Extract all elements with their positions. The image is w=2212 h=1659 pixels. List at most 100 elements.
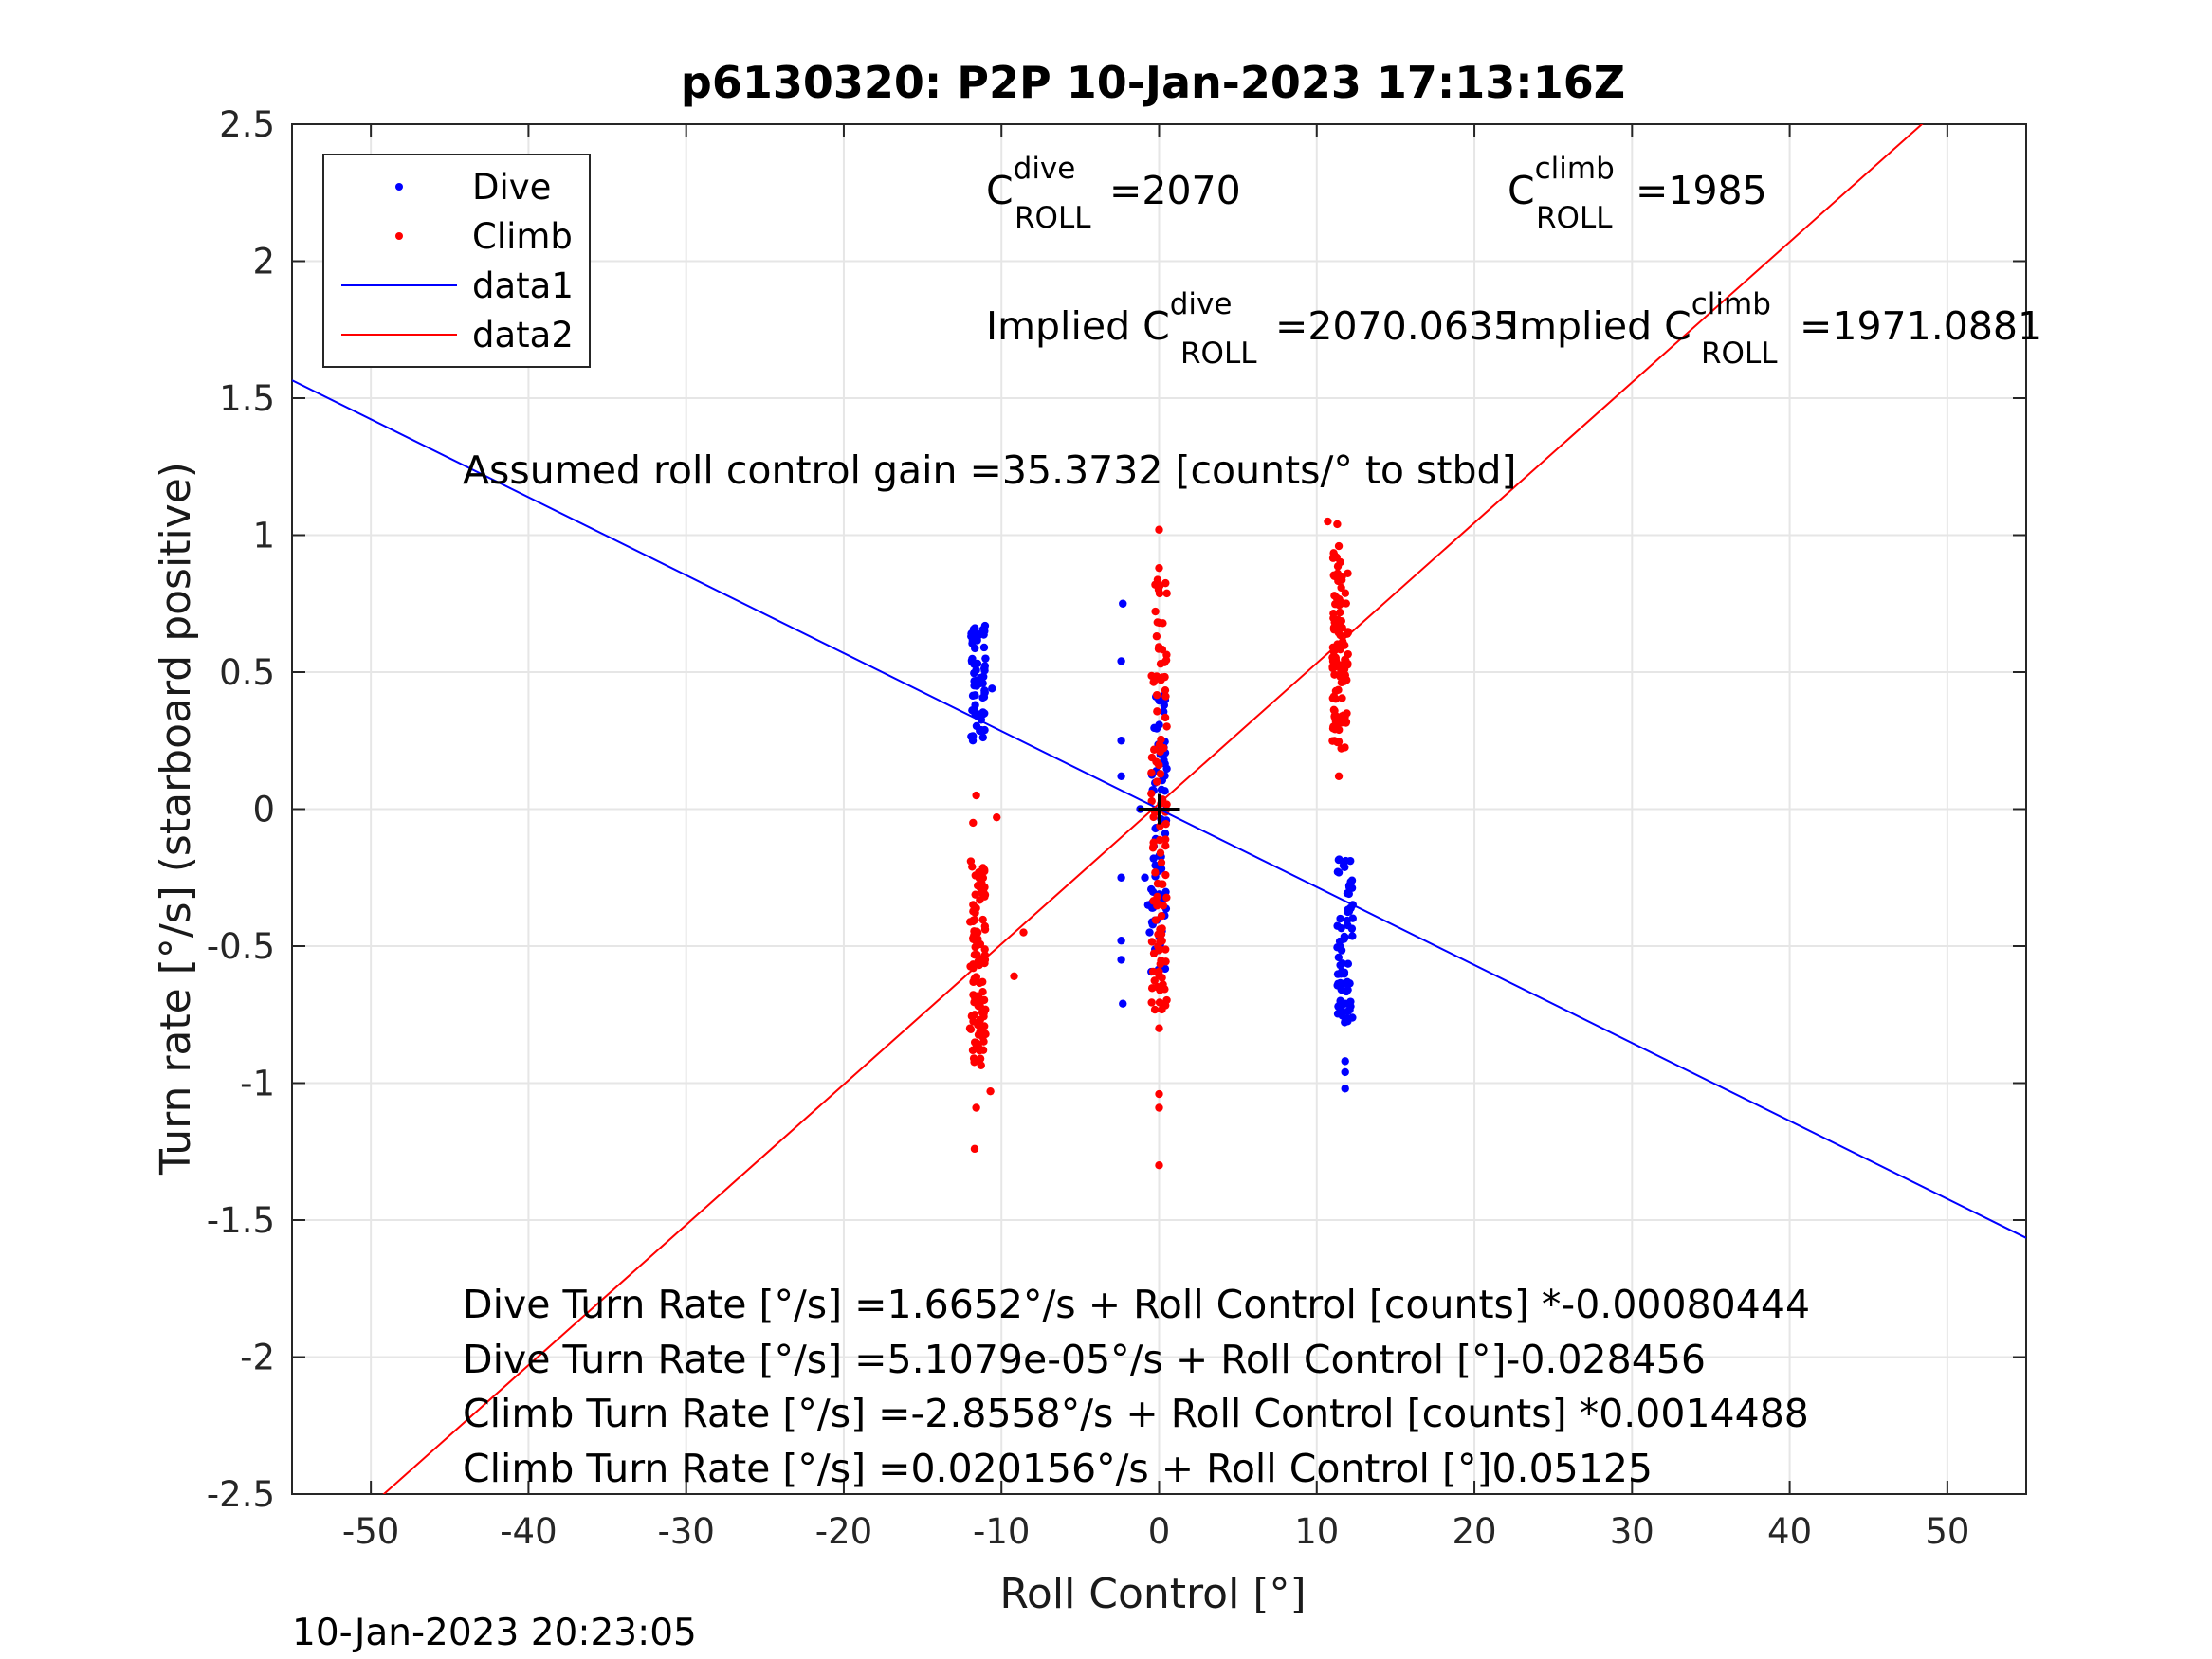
implied-dive-annotation: Implied Cdive ROLL =2070.0635	[986, 287, 1518, 371]
plot-area	[292, 124, 2026, 1494]
climb-point	[981, 1030, 990, 1039]
climb-point	[979, 1022, 989, 1030]
equation-dive-degrees: Dive Turn Rate [°/s] =5.1079e-05°/s + Ro…	[463, 1337, 1706, 1382]
y-tick-label: 2	[252, 242, 275, 283]
climb-point	[1162, 589, 1171, 598]
dive-point	[1348, 932, 1357, 940]
climb-point	[1150, 976, 1159, 985]
climb-point	[1337, 744, 1345, 753]
c-dive-sup: dive	[1014, 152, 1076, 186]
y-tick-label: 2.5	[219, 104, 275, 145]
chart-title: p6130320: P2P 10-Jan-2023 17:13:16Z	[681, 57, 1625, 108]
climb-point	[979, 995, 989, 1005]
climb-point	[1155, 967, 1163, 976]
climb-point	[1148, 967, 1158, 976]
climb-point	[1156, 835, 1164, 845]
c-climb-value: =1985	[1636, 168, 1767, 213]
climb-point	[1161, 841, 1170, 850]
dive-point	[1338, 959, 1347, 968]
climb-point	[1156, 747, 1164, 757]
climb-point	[1157, 911, 1166, 921]
climb-point	[1330, 618, 1339, 627]
dive-point	[978, 733, 988, 742]
climb-point	[1155, 581, 1164, 591]
y-tick-label: 1	[252, 516, 275, 556]
climb-point	[1162, 893, 1171, 902]
dive-point	[1340, 970, 1349, 978]
climb-point	[969, 991, 978, 999]
climb-point	[1338, 717, 1347, 725]
climb-point	[1160, 1000, 1168, 1009]
dive-point	[1117, 873, 1125, 882]
dive-point	[970, 660, 978, 668]
climb-point	[1155, 589, 1164, 598]
climb-point	[1150, 745, 1159, 754]
y-axis-label: Turn rate [°/s] (starboard positive)	[152, 462, 200, 1176]
dive-point	[1336, 914, 1344, 923]
climb-point	[1333, 562, 1343, 571]
climb-point	[1153, 982, 1161, 992]
dive-point	[1152, 724, 1161, 733]
climb-point	[1158, 937, 1166, 945]
climb-point	[970, 927, 978, 936]
climb-point	[1147, 938, 1157, 946]
climb-point	[1155, 1024, 1163, 1032]
climb-point	[968, 1046, 978, 1055]
dive-point	[1341, 1067, 1349, 1077]
series-group	[292, 124, 2026, 1494]
implied-climb-sub: ROLL	[1701, 337, 1778, 371]
x-tick-label: -30	[657, 1511, 714, 1552]
climb-point	[1340, 661, 1348, 670]
dive-point	[1160, 756, 1168, 765]
climb-point	[1336, 608, 1344, 617]
dive-point	[967, 632, 976, 641]
x-tick-label: -40	[500, 1511, 557, 1552]
climb-point	[1161, 713, 1170, 722]
climb-point	[1328, 694, 1338, 702]
climb-point	[1147, 753, 1157, 762]
climb-point	[969, 935, 978, 943]
climb-point	[1344, 649, 1352, 659]
c-dive-sub: ROLL	[1015, 201, 1091, 235]
climb-point	[975, 1057, 983, 1066]
climb-point	[1155, 1161, 1163, 1170]
climb-point	[1336, 630, 1344, 640]
implied-dive-sub: ROLL	[1180, 337, 1257, 371]
climb-point	[1147, 789, 1156, 798]
climb-point	[1333, 520, 1342, 529]
climb-point	[1155, 1089, 1163, 1099]
dive-point	[979, 672, 988, 681]
climb-point	[970, 950, 979, 959]
x-tick-label: 40	[1767, 1511, 1812, 1552]
climb-point	[1153, 777, 1161, 786]
dive-point	[1344, 1007, 1352, 1015]
climb-point	[1147, 998, 1156, 1007]
climb-point	[1331, 717, 1341, 725]
dive-point	[968, 732, 978, 740]
legend-data1-label: data1	[472, 265, 574, 306]
y-tick-label: -2	[240, 1338, 275, 1378]
y-tick-label: -0.5	[207, 926, 275, 967]
climb-point	[1153, 707, 1161, 716]
climb-point	[1149, 678, 1158, 686]
climb-point	[1150, 1005, 1160, 1014]
climb-point	[1338, 694, 1346, 702]
dive-point	[1343, 889, 1352, 898]
dive-point	[1336, 942, 1344, 951]
climb-point	[1152, 672, 1161, 681]
climb-point	[978, 977, 987, 986]
climb-point	[980, 945, 989, 954]
climb-point	[1151, 868, 1160, 877]
dive-point	[969, 625, 978, 634]
x-tick-label: -20	[815, 1511, 872, 1552]
climb-point	[966, 1025, 976, 1033]
climb-point	[975, 1046, 984, 1055]
dive-point	[981, 654, 990, 663]
x-axis-label: Roll Control [°]	[999, 1570, 1306, 1618]
dive-point	[968, 691, 978, 701]
climb-point	[966, 857, 976, 866]
legend-box	[322, 154, 591, 368]
climb-point	[1155, 1103, 1163, 1112]
climb-point	[1149, 897, 1158, 905]
dive-point	[1141, 873, 1149, 882]
